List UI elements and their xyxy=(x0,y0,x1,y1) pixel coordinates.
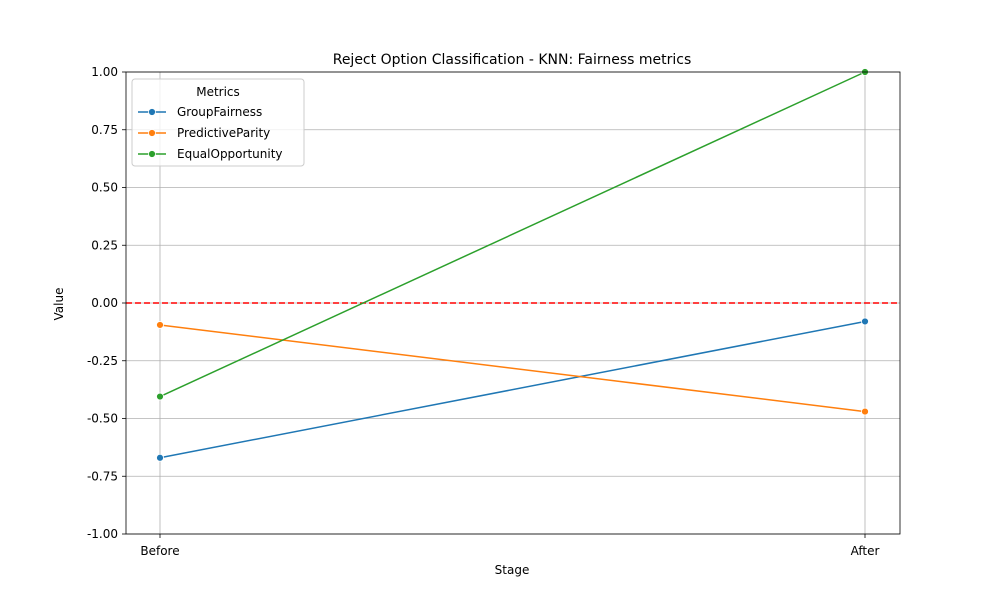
series-group xyxy=(156,68,869,462)
legend-swatch-marker xyxy=(148,108,156,116)
y-tick-label: 0.75 xyxy=(91,123,118,137)
legend-box xyxy=(131,78,305,167)
axes: -1.00 -0.75 -0.50 -0.25 0.00 0.25 0.50 0.75 1.00… xyxy=(87,65,901,558)
y-tick-label: 0.25 xyxy=(91,238,118,252)
legend-swatch-marker xyxy=(148,150,156,158)
series-line-equalopportunity xyxy=(159,71,866,398)
legend: Metrics GroupFairness PredictiveParity Equ… xyxy=(131,78,305,167)
y-tick-label: -0.50 xyxy=(87,412,118,426)
plot-frame xyxy=(125,71,901,535)
chart-title: Reject Option Classification - KNN: Fair… xyxy=(333,52,692,68)
legend-label: PredictiveParity xyxy=(177,126,270,140)
y-tick-label: 0.00 xyxy=(91,296,118,310)
x-tick-label: Before xyxy=(140,544,179,558)
data-point-groupfairness xyxy=(861,317,869,326)
data-point-predictiveparity xyxy=(861,407,869,416)
y-tick-label: -0.75 xyxy=(87,469,118,483)
series-line-groupfairness xyxy=(159,320,866,459)
legend-swatch-marker xyxy=(148,129,156,137)
legend-label: EqualOpportunity xyxy=(177,147,283,161)
y-tick-label: 1.00 xyxy=(91,65,118,79)
y-tick-label: -0.25 xyxy=(87,354,118,368)
y-tick-label: -1.00 xyxy=(87,527,118,541)
data-point-predictiveparity xyxy=(156,321,164,329)
legend-label: GroupFairness xyxy=(177,105,262,119)
data-point-equalopportunity xyxy=(156,392,164,401)
legend-title: Metrics xyxy=(196,85,240,99)
x-tick-label: After xyxy=(851,544,880,558)
x-axis-label: Stage xyxy=(495,563,530,577)
series-line-predictiveparity xyxy=(159,324,866,413)
data-point-groupfairness xyxy=(156,453,164,462)
y-tick-label: 0.50 xyxy=(91,181,118,195)
y-axis-label: Value xyxy=(52,288,66,321)
